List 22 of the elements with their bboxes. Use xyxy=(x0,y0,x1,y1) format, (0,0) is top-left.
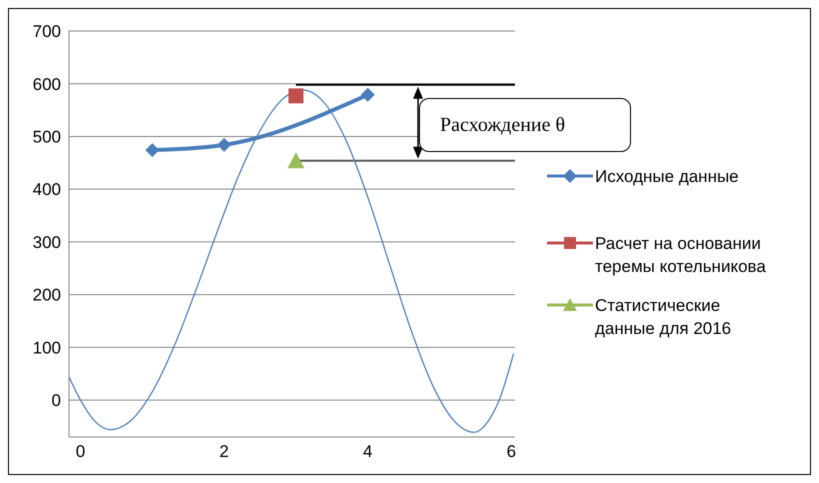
y-tick-label: 300 xyxy=(32,232,61,252)
annotation: Расхождение θ xyxy=(440,114,566,136)
x-tick-label: 2 xyxy=(219,442,229,462)
y-tick-label: 0 xyxy=(52,391,61,410)
legend-label: Расчет на основании теремы котельникова xyxy=(595,233,767,278)
y-tick-label: 500 xyxy=(32,127,61,146)
y-tick-label: 600 xyxy=(32,74,61,94)
x-tick-label: 4 xyxy=(363,442,373,462)
y-tick-label: 200 xyxy=(32,286,61,305)
callout-box: Расхождение θ xyxy=(419,98,631,152)
point xyxy=(145,143,160,158)
x-tick-label: 6 xyxy=(506,442,516,462)
point xyxy=(217,138,232,152)
legend-label: Исходные данные xyxy=(595,166,739,188)
y-tick-label: 100 xyxy=(32,338,61,358)
legend-label: Статистические данные для 2016 xyxy=(595,295,732,340)
x-tick-label: 0 xyxy=(76,442,86,462)
point xyxy=(287,152,304,168)
y-tick-label: 400 xyxy=(32,180,61,200)
y-tick-label: 700 xyxy=(32,22,61,42)
point xyxy=(360,88,375,102)
point xyxy=(288,88,304,104)
